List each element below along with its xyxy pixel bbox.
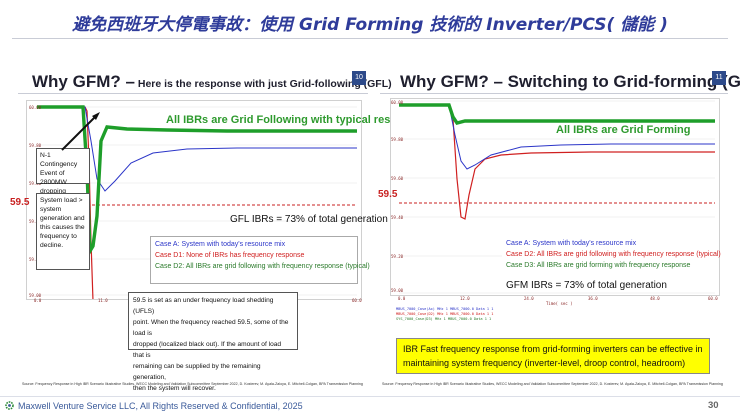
right-xtick: 60.0 [708, 296, 718, 301]
right-legend-entry: Case D3: All IBRs are grid forming with … [506, 262, 691, 269]
right-xtick: 48.0 [650, 296, 660, 301]
left-page-badge: 10 [352, 71, 366, 85]
footer-copyright: Maxwell Venture Service LLC, All Rights … [18, 401, 303, 411]
left-legend-entry: Case D2: All IBRs are grid following wit… [155, 263, 370, 270]
left-ufls-label: 59.5 [10, 197, 30, 208]
ufls-line: point. When the frequency reached 59.5, … [133, 319, 289, 337]
right-green-label: All IBRs are Grid Forming [556, 124, 691, 136]
gear-logo-icon [5, 401, 14, 410]
right-xtick: 0.0 [398, 296, 406, 301]
system-load-note: System load > system generation and this… [36, 193, 90, 270]
right-ibr-ratio: GFM IBRs = 73% of total generation [506, 280, 667, 291]
ufls-explanation: 59.5 is set as an under frequency load s… [128, 292, 298, 392]
right-ytick: 59.20 [391, 254, 404, 259]
arrow-icon [61, 112, 100, 151]
right-legend: Case A: System with today's resource mix… [502, 236, 721, 272]
system-line: System load > [40, 197, 83, 204]
right-xtick: 12.0 [460, 296, 470, 301]
left-ytick: 59.60 [29, 181, 42, 186]
left-legend: Case A: System with today's resource mix… [150, 236, 370, 284]
right-divider [380, 93, 728, 94]
page-number: 30 [708, 400, 719, 411]
ufls-line: dropped (localized black out). If the am… [133, 341, 282, 359]
system-line: frequency to [40, 233, 77, 240]
contingency-line: Event of 2800MW [40, 170, 67, 186]
right-ufls-label: 59.5 [378, 189, 398, 200]
highlight-line: IBR Fast frequency response from grid-fo… [403, 344, 703, 354]
left-source: Source: Frequency Response in High IBR S… [22, 382, 363, 386]
system-line: system [40, 206, 62, 213]
ufls-line: remaining can be supplied by the remaini… [133, 363, 261, 381]
right-green-series [399, 103, 715, 125]
system-line: generation and [40, 215, 85, 222]
channel-row: MBUS_7000_Case(Ax) MHz 1 MBUS_7000.0 Dat… [396, 307, 494, 311]
right-ytick: 59.80 [391, 137, 404, 142]
left-green-label: All IBRs are Grid Following with typical… [166, 114, 423, 126]
right-legend-entry: Case D2: All IBRs are grid following wit… [506, 251, 721, 258]
left-ibr-ratio: GFL IBRs = 73% of total generation [230, 214, 388, 225]
footer-divider [0, 396, 740, 397]
right-ytick: 59.40 [391, 215, 404, 220]
left-ytick: 59.80 [29, 143, 42, 148]
ufls-line: 59.5 is set as an under frequency load s… [133, 297, 274, 315]
right-ytick: 60.00 [391, 100, 404, 105]
left-ytick: 59.20 [29, 257, 42, 262]
right-xtick: 24.0 [524, 296, 534, 301]
right-blue-series [399, 104, 715, 170]
left-legend-entry: Case D1: None of IBRs has frequency resp… [155, 252, 305, 259]
right-panel-title: Why GFM? – Switching to Grid-forming (GF… [400, 72, 740, 91]
contingency-note: N-1 Contingency Event of 2800MW dropping… [36, 148, 90, 204]
left-ytick: 60.00 [29, 105, 42, 110]
ufls-line: then the system will recover. [133, 385, 216, 392]
contingency-line: N-1 Contingency [40, 152, 78, 168]
right-source: Source: Frequency Response in High IBR S… [382, 382, 723, 386]
left-blue-series [37, 106, 357, 192]
right-legend-entry: Case A: System with today's resource mix [506, 240, 637, 247]
left-ytick: 59.40 [29, 219, 42, 224]
right-channel-table: MBUS_7000_Case(Ax) MHz 1 MBUS_7000.0 Dat… [396, 307, 716, 322]
left-ytick: 59.00 [29, 293, 42, 298]
left-divider [18, 93, 368, 94]
slide-title: 避免西班牙大停電事故：使用 Grid Forming 技術的 Inverter/… [72, 15, 668, 35]
left-xtick: 0.0 [34, 298, 42, 303]
system-line: decline. [40, 242, 64, 249]
gfm-highlight-box: IBR Fast frequency response from grid-fo… [396, 338, 710, 374]
title-divider [12, 38, 728, 39]
left-legend-entry: Case A: System with today's resource mix [155, 241, 286, 248]
right-xtick: 36.0 [588, 296, 598, 301]
left-xtick: 11.0 [98, 298, 108, 303]
system-line: this causes the [40, 224, 85, 231]
right-chart-svg: 60.00 59.80 59.60 59.40 59.20 59.00 [391, 100, 715, 294]
right-ytick: 59.60 [391, 176, 404, 181]
left-title-main: Why GFM? – [32, 72, 135, 91]
left-panel-title: Why GFM? – Here is the response with jus… [32, 72, 392, 92]
left-title-sub: Here is the response with just Grid-foll… [134, 78, 392, 90]
right-page-badge: 11 [712, 71, 726, 85]
channel-row: SYS_7000_Case(D3) MHz 1 MBUS_7000.0 Data… [396, 317, 492, 321]
channel-row: MBUS_7000_Case(D2) MHz 1 MBUS_7000.0 Dat… [396, 312, 494, 316]
right-x-axis-label: Time( sec ) [546, 301, 573, 306]
left-xtick: 60.0 [352, 298, 362, 303]
highlight-line: maintaining system frequency (inverter-l… [403, 358, 686, 368]
right-ytick: 59.00 [391, 288, 404, 293]
